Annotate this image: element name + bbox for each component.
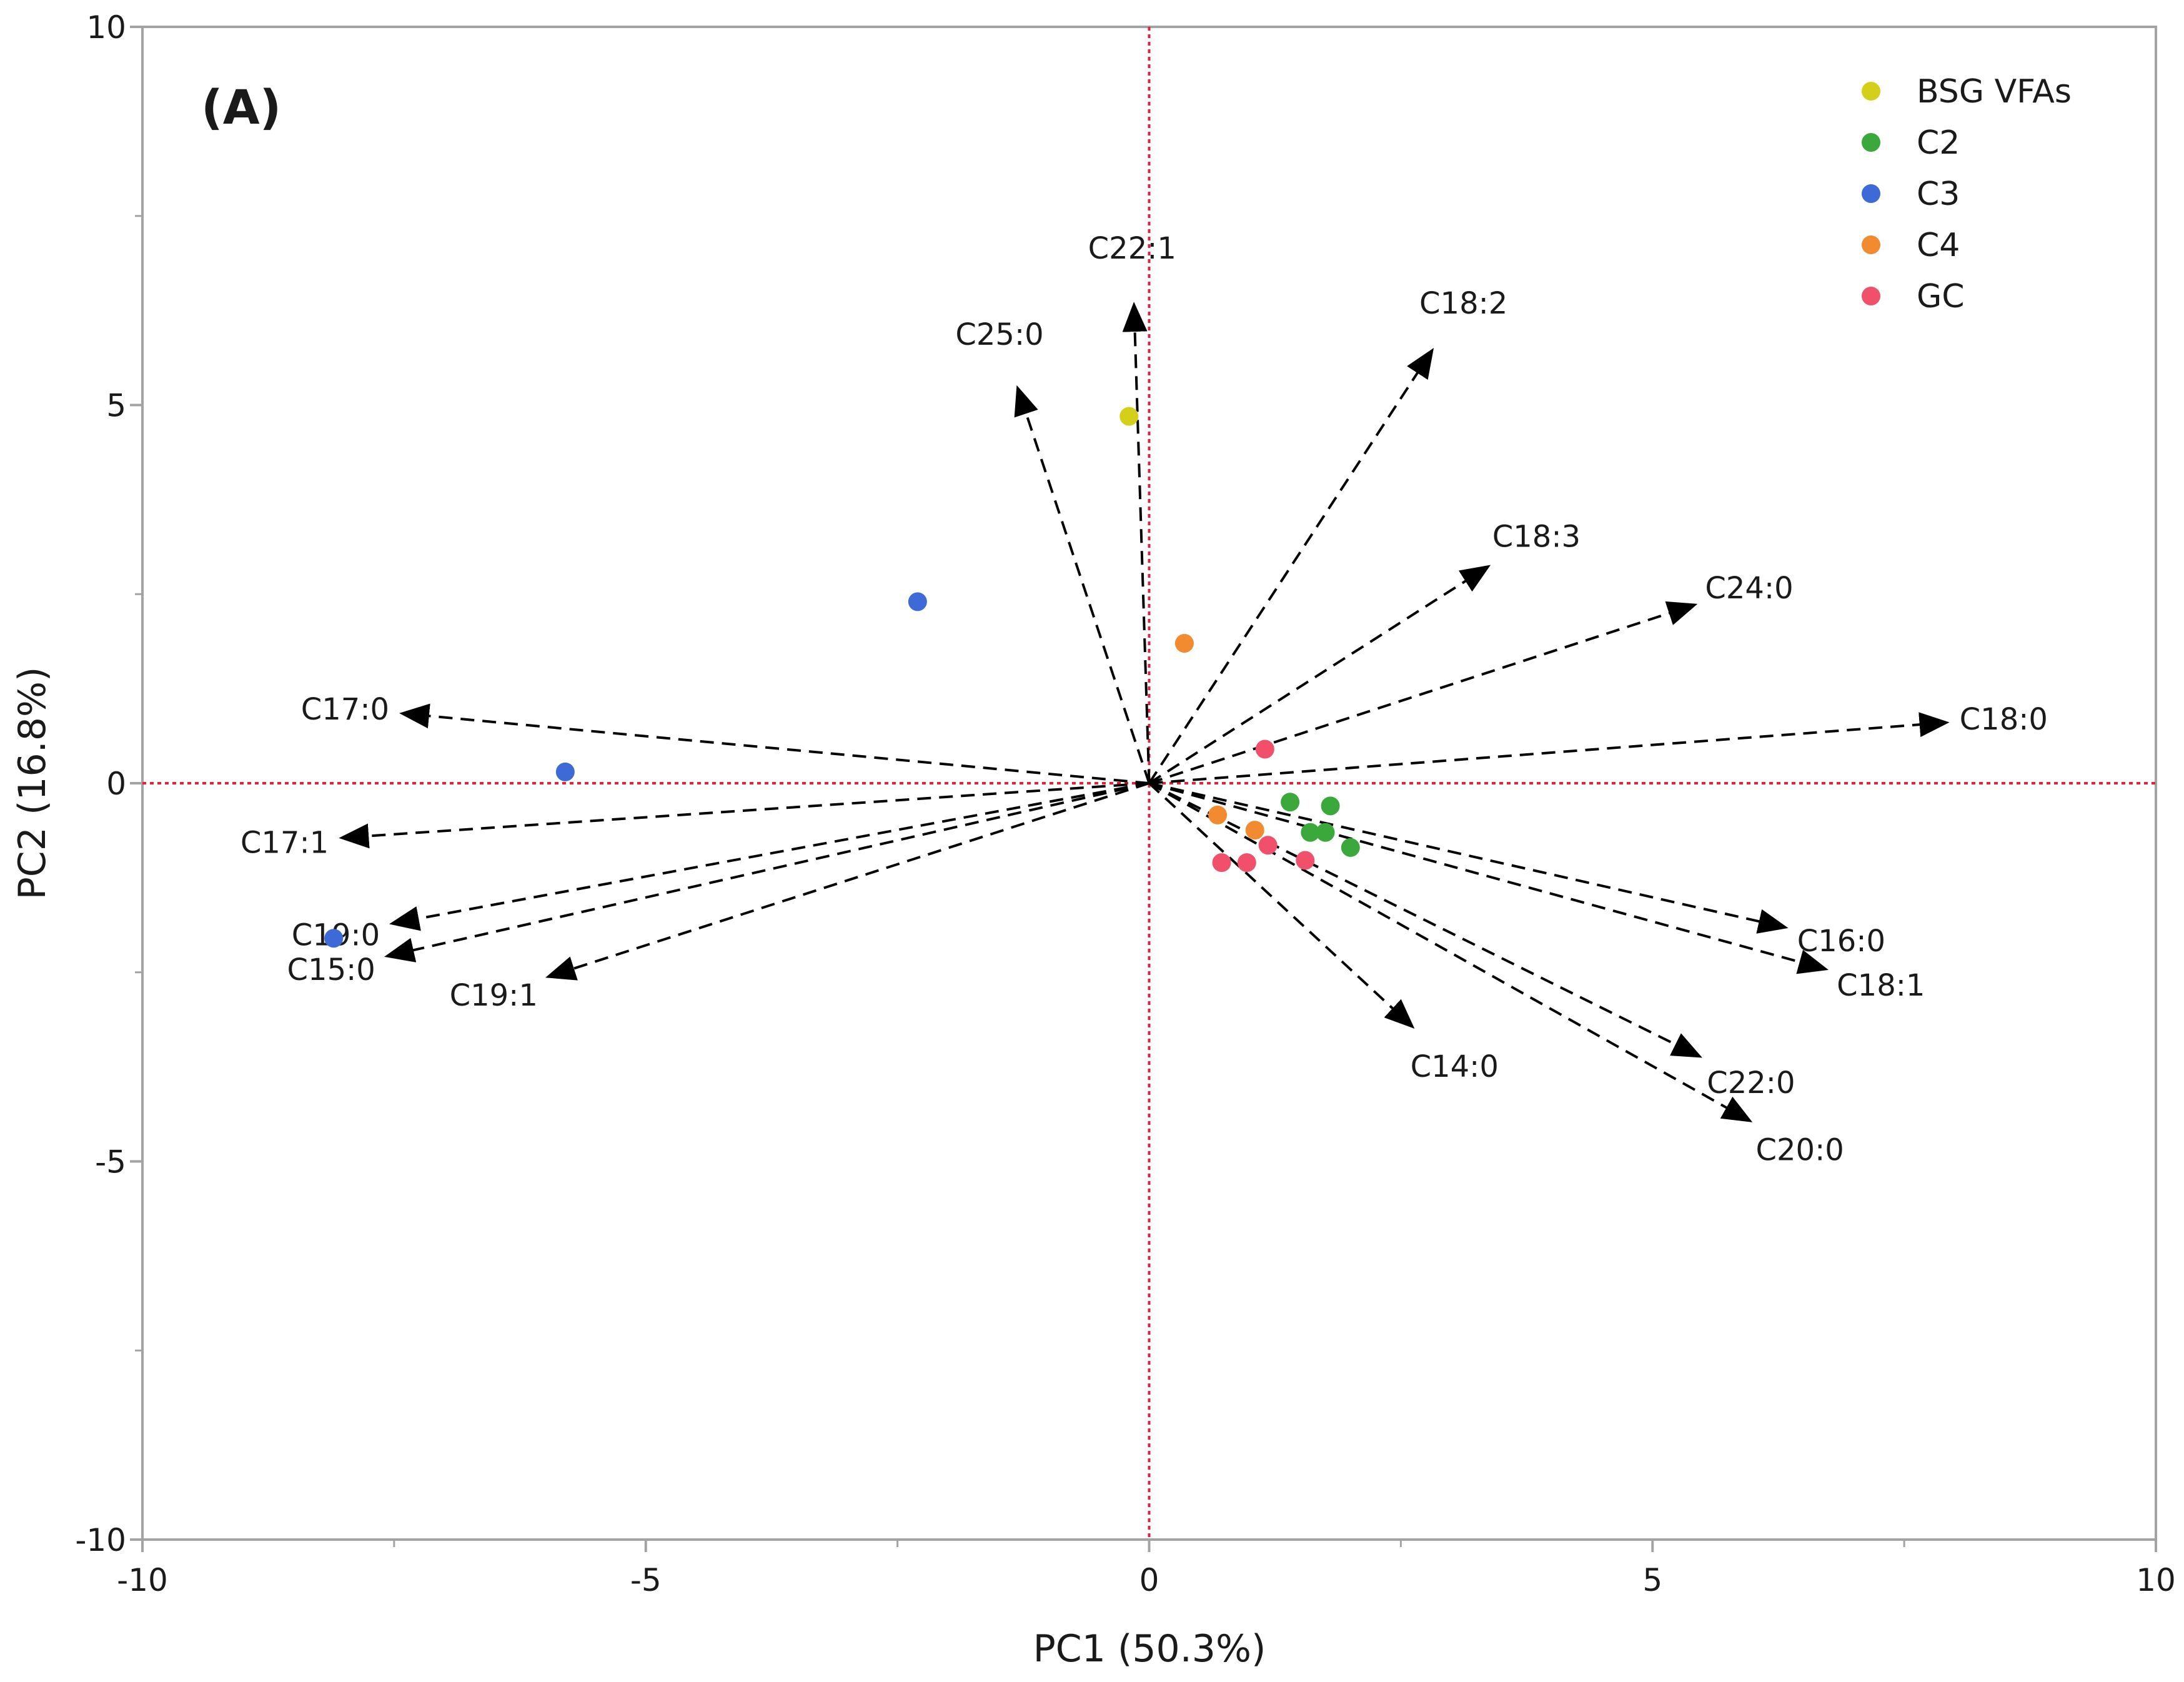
legend-label-c2: C2	[1917, 124, 1960, 162]
loading-label-c18-1: C18:1	[1837, 968, 1925, 1003]
legend-label-bsg-vfas: BSG VFAs	[1917, 73, 2072, 111]
y-tick-label: -10	[75, 1522, 126, 1558]
legend-marker-bsg-vfas	[1862, 82, 1880, 101]
loading-arrow-c18-0	[1149, 712, 1950, 784]
loading-label-c17-0: C17:0	[301, 692, 389, 727]
point-c4	[1174, 633, 1194, 653]
legend-marker-c2	[1862, 133, 1880, 152]
loading-arrows: C22:1 C25:0 C18:2 C18:3 C24:0 C18:0 C17:0 C17:1…	[241, 231, 2048, 1167]
point-gc	[1255, 740, 1274, 759]
x-tick-label: 5	[1642, 1562, 1662, 1598]
loading-arrow-c25-0	[1014, 385, 1151, 784]
x-tick-label: 0	[1139, 1562, 1159, 1598]
x-axis-title: PC1 (50.3%)	[1033, 1627, 1266, 1671]
loading-label-c22-0: C22:0	[1707, 1066, 1795, 1101]
loading-arrow-c19-0	[389, 782, 1149, 931]
point-c3	[555, 762, 575, 781]
loading-label-c18-0: C18:0	[1960, 702, 2048, 737]
loading-label-c15-0: C15:0	[287, 952, 375, 987]
loading-arrow-c18-2	[1148, 348, 1434, 784]
loading-label-c20-0: C20:0	[1756, 1132, 1844, 1167]
point-c4	[1208, 805, 1228, 824]
point-c2	[1321, 796, 1340, 816]
loading-label-c24-0: C24:0	[1705, 571, 1793, 606]
y-tick-label: -5	[95, 1144, 126, 1180]
loading-arrow-c14-0	[1148, 782, 1415, 1029]
point-c4	[1245, 821, 1264, 840]
point-c2	[1316, 823, 1335, 842]
loading-arrow-c22-1	[1122, 302, 1151, 784]
point-gc	[1258, 836, 1278, 855]
point-bsg-vfas	[1119, 407, 1139, 426]
axis-ticks: -10 -5 0 5 10 -10 -5 0 5 10	[75, 9, 2175, 1598]
point-gc	[1212, 853, 1231, 873]
loading-arrow-c17-0	[399, 703, 1149, 784]
loading-arrow-c20-0	[1148, 782, 1753, 1122]
point-c3	[908, 592, 927, 611]
point-gc	[1237, 853, 1256, 873]
y-tick-label: 10	[86, 9, 126, 46]
legend-label-gc: GC	[1917, 278, 1965, 315]
loading-arrow-c24-0	[1148, 601, 1698, 784]
loading-arrow-c17-1	[339, 782, 1149, 849]
legend-label-c3: C3	[1917, 176, 1960, 213]
x-tick-label: -5	[630, 1562, 662, 1598]
legend-label-c4: C4	[1917, 227, 1960, 264]
y-tick-label: 5	[106, 388, 126, 424]
y-axis-title: PC2 (16.8%)	[11, 667, 54, 900]
loading-arrow-c18-3	[1148, 565, 1491, 784]
loading-label-c18-3: C18:3	[1492, 520, 1581, 555]
x-tick-label: 10	[2136, 1562, 2176, 1598]
legend: BSG VFAs C2 C3 C4 GC	[1862, 73, 2072, 315]
loading-label-c16-0: C16:0	[1797, 924, 1885, 959]
loading-label-c19-1: C19:1	[450, 978, 538, 1013]
point-c2	[1281, 793, 1300, 812]
loading-arrow-c22-0	[1148, 782, 1702, 1058]
loading-label-c18-2: C18:2	[1419, 286, 1507, 321]
legend-marker-c3	[1862, 184, 1880, 203]
loading-label-c25-0: C25:0	[955, 317, 1043, 352]
point-c2	[1301, 823, 1320, 842]
loading-label-c14-0: C14:0	[1411, 1049, 1499, 1084]
loading-arrow-c18-1	[1148, 782, 1829, 974]
point-gc	[1296, 851, 1315, 870]
score-points	[324, 407, 1360, 948]
point-c2	[1341, 838, 1360, 857]
legend-marker-gc	[1862, 287, 1880, 305]
point-c3	[324, 929, 344, 948]
loading-label-c17-1: C17:1	[241, 826, 329, 861]
panel-label: (A)	[201, 79, 281, 135]
loading-label-c22-1: C22:1	[1088, 231, 1176, 266]
loading-arrow-c19-1	[545, 782, 1150, 981]
x-tick-label: -10	[117, 1562, 168, 1598]
legend-marker-c4	[1862, 235, 1880, 254]
y-tick-label: 0	[106, 766, 126, 802]
